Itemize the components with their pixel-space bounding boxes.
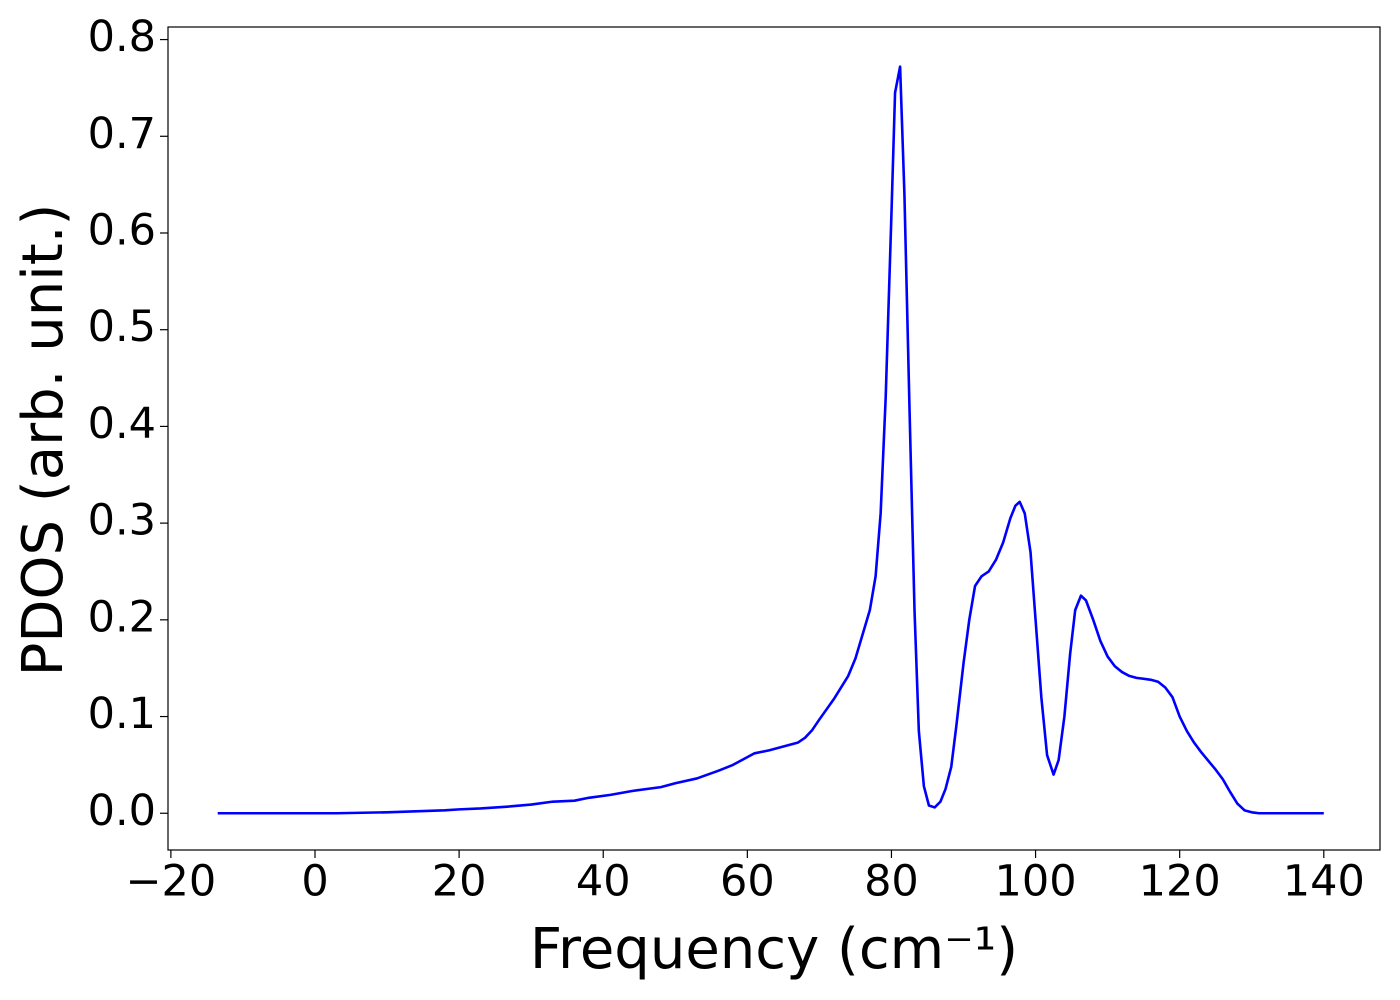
y-tick-label: 0.5 — [88, 302, 156, 352]
x-tick-label: 100 — [995, 857, 1077, 907]
y-tick-label: 0.6 — [88, 205, 156, 255]
y-tick-label: 0.0 — [88, 786, 156, 836]
y-axis-label: PDOS (arb. unit.) — [11, 204, 76, 677]
y-tick-label: 0.1 — [88, 689, 156, 739]
y-tick-label: 0.3 — [88, 496, 156, 546]
y-tick-label: 0.2 — [88, 592, 156, 642]
x-tick-label: 40 — [576, 857, 631, 907]
x-axis-label: Frequency (cm⁻¹) — [530, 917, 1018, 982]
y-tick-label: 0.7 — [88, 109, 156, 159]
y-tick-label: 0.4 — [88, 399, 156, 449]
x-tick-label: 0 — [301, 857, 328, 907]
data-line — [217, 65, 1324, 815]
x-tick-label: 60 — [720, 857, 775, 907]
x-tick-label: 140 — [1283, 857, 1365, 907]
x-tick-label: 80 — [864, 857, 919, 907]
plot-frame — [167, 26, 1381, 851]
x-tick-label: −20 — [126, 857, 217, 907]
x-tick-label: 20 — [432, 857, 487, 907]
y-tick-label: 0.8 — [88, 12, 156, 62]
x-tick-label: 120 — [1139, 857, 1221, 907]
